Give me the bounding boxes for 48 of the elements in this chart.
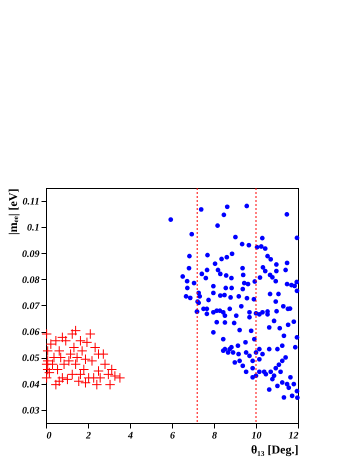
x-axis-title: θ₁₃ [Deg.]	[251, 442, 298, 456]
point	[44, 367, 55, 378]
point	[78, 364, 90, 375]
point	[85, 328, 96, 340]
point	[70, 325, 81, 336]
point	[75, 369, 86, 380]
point	[67, 328, 78, 340]
point	[76, 346, 88, 356]
point	[75, 336, 86, 346]
y-tick-label: 0.09	[22, 248, 40, 260]
point	[62, 374, 73, 385]
point	[103, 369, 114, 380]
y-tick-label: 0.03	[22, 405, 40, 416]
point	[42, 364, 53, 375]
point	[60, 336, 71, 346]
point	[57, 332, 68, 343]
y-tick-label: 0.05	[22, 353, 40, 364]
point	[41, 328, 52, 340]
x-tick-label: 8	[212, 430, 217, 442]
y-tick-label: 0.04	[22, 379, 40, 390]
point	[46, 338, 56, 350]
x-tick-label: 0	[46, 430, 52, 442]
point	[57, 372, 68, 384]
point	[80, 378, 91, 388]
y-axis-title: |mₑₑ| [eV]	[6, 188, 20, 235]
point	[93, 366, 104, 376]
y-tick-label: 0.06	[22, 327, 40, 338]
x-tick-label: 6	[170, 430, 175, 442]
point	[41, 372, 52, 384]
point	[68, 342, 80, 353]
y-tick-label: 0.1	[27, 222, 40, 234]
point	[83, 372, 94, 384]
point	[54, 346, 64, 356]
point	[82, 337, 92, 348]
point	[50, 379, 62, 390]
x-tick-label: 12	[288, 430, 298, 442]
y-tick-label: 0.11	[22, 196, 40, 208]
point	[80, 354, 91, 365]
point	[104, 379, 116, 390]
y-tick-label: 0.07	[22, 301, 40, 312]
x-tick-label: 10	[252, 430, 262, 442]
point	[86, 356, 98, 366]
x-tick-label: 4	[127, 430, 133, 442]
point	[50, 336, 62, 346]
x-tick-label: 2	[85, 430, 91, 442]
y-tick-label: 0.08	[22, 274, 40, 286]
point	[54, 376, 64, 386]
point	[94, 372, 106, 384]
